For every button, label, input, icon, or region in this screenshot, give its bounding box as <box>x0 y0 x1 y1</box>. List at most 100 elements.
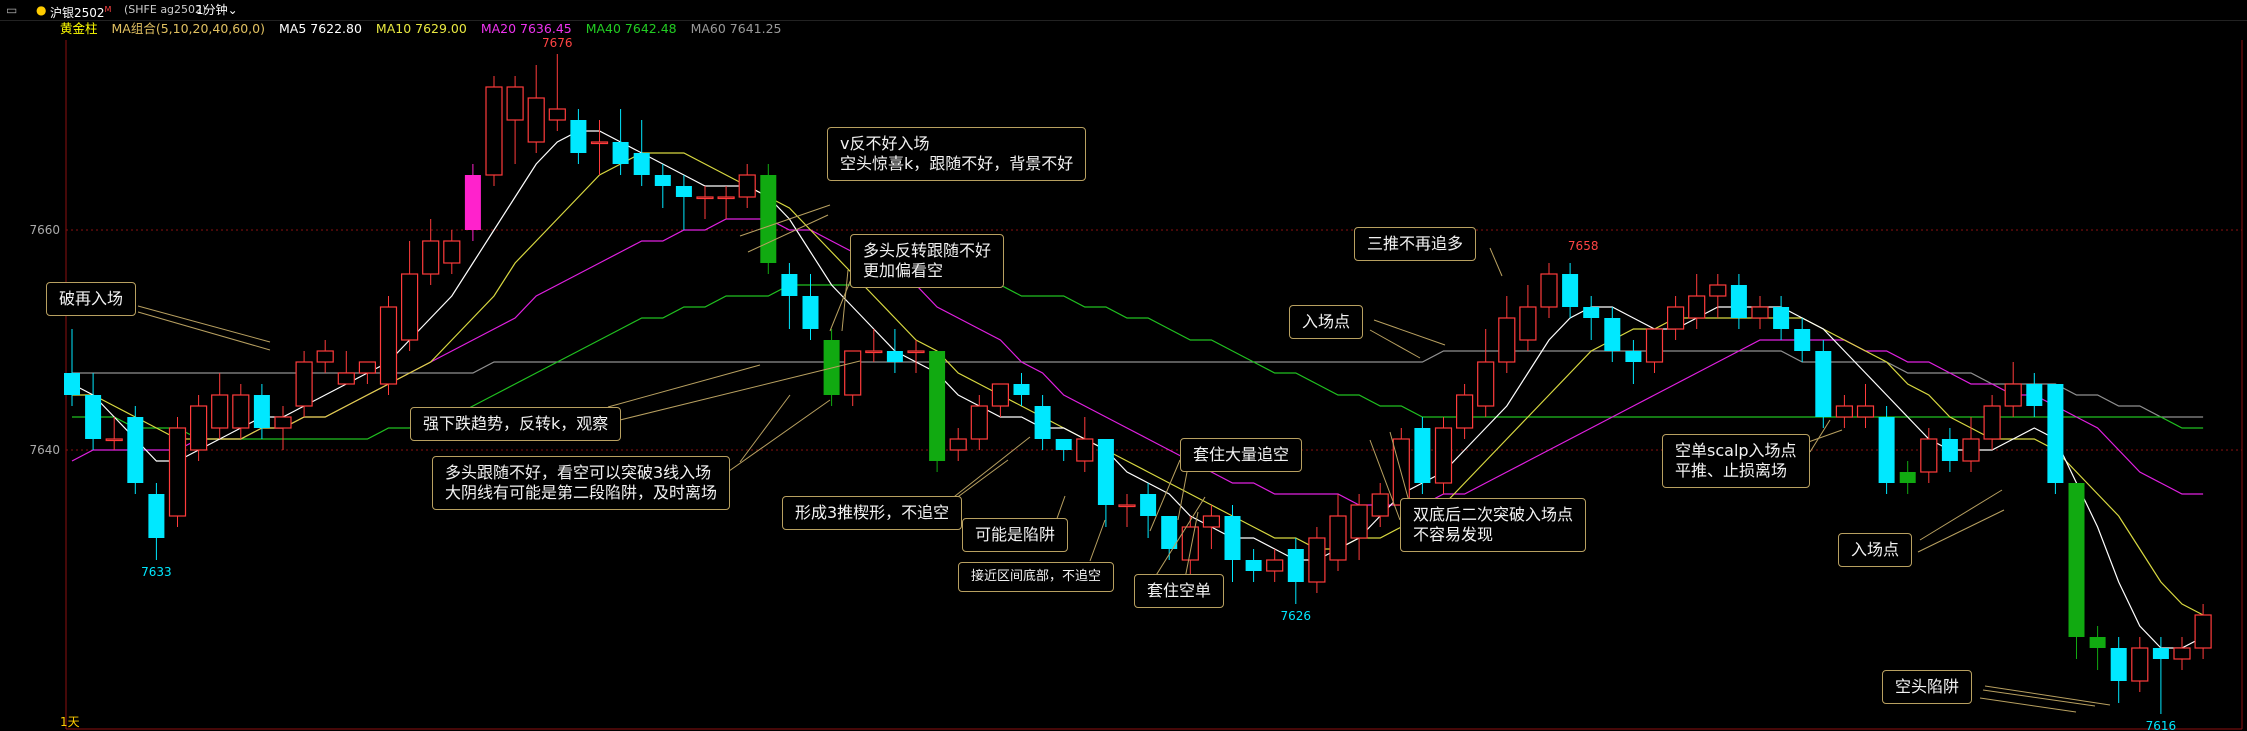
candle-body <box>464 175 481 230</box>
candle <box>422 219 440 285</box>
annotation-leader <box>739 394 791 463</box>
annotation-leader <box>1369 329 1421 359</box>
candle-body <box>1941 439 1958 461</box>
candle <box>1434 417 1453 494</box>
candle-body <box>1455 394 1474 429</box>
annotation-leader <box>1089 519 1106 562</box>
candle-body <box>2089 637 2106 648</box>
annotation-note: 形成3推楔形，不追空 <box>782 496 963 530</box>
annotation-note: 双底后二次突破入场点 不容易发现 <box>1400 498 1587 552</box>
candle <box>844 350 862 406</box>
candle-body <box>1899 472 1916 483</box>
instrument-code: (SHFE ag2502) <box>124 3 207 16</box>
candle <box>991 383 1010 417</box>
candle-body <box>337 372 355 385</box>
candle <box>1899 461 1916 494</box>
period-label: 1天 <box>60 715 80 729</box>
candle <box>2004 362 2022 417</box>
annotation-note: 可能是陷阱 <box>962 518 1069 552</box>
candle <box>1118 494 1136 527</box>
candle <box>1666 296 1685 340</box>
low-price-mark: 7633 <box>141 565 172 579</box>
candle-body <box>1604 318 1621 351</box>
candle <box>1414 417 1431 494</box>
candle-body <box>1709 284 1727 297</box>
candle-body <box>105 438 123 442</box>
candle <box>1540 263 1558 318</box>
candle <box>907 340 925 373</box>
annotation-leader <box>1489 247 1503 277</box>
candle-body <box>2173 647 2191 660</box>
candle-body <box>527 97 545 143</box>
candle-body <box>1983 405 2001 440</box>
annotation-leader <box>619 360 861 421</box>
main-indicator[interactable]: 黄金柱 <box>60 21 98 36</box>
annotation-note: v反不好入场 空头惊喜k，跟随不好，背景不好 <box>827 127 1087 181</box>
candle-body <box>2110 648 2127 681</box>
candle <box>2194 604 2212 659</box>
candle-body <box>886 351 903 362</box>
ma60-value: MA60 7641.25 <box>690 21 782 36</box>
candle-body <box>1815 351 1832 417</box>
candle <box>1287 538 1304 604</box>
candle-body <box>1161 516 1178 549</box>
candle-body <box>274 416 292 429</box>
candle <box>2068 483 2085 659</box>
candle-body <box>1666 306 1685 330</box>
candle-body <box>1224 516 1241 560</box>
moving-average-lines <box>71 130 2204 649</box>
candle-body <box>1140 494 1157 516</box>
candle <box>2131 637 2149 692</box>
candle-body <box>970 405 988 440</box>
candle-body <box>1013 384 1030 395</box>
annotation-leader <box>1984 685 2111 706</box>
candle-body <box>949 438 967 451</box>
candle <box>929 351 946 472</box>
candle <box>696 186 714 219</box>
window-restore-icon[interactable]: ▭ <box>6 3 18 17</box>
ma-group-label[interactable]: MA组合(5,10,20,40,60,0) <box>111 21 266 36</box>
candle-body <box>1498 317 1516 363</box>
candle <box>1055 439 1072 461</box>
candle <box>211 373 229 439</box>
instrument-name[interactable]: 沪银2502M <box>50 5 112 20</box>
high-price-mark: 7658 <box>1568 239 1599 253</box>
annotation-leader <box>1919 489 2003 541</box>
candle-body <box>675 186 692 197</box>
annotation-note: 多头反转跟随不好 更加偏看空 <box>850 234 1005 288</box>
candle <box>675 175 692 230</box>
candle-body <box>2047 384 2064 483</box>
candle <box>1140 483 1157 538</box>
candle <box>1835 395 1854 428</box>
candle-body <box>1645 328 1664 363</box>
candle-body <box>85 395 102 439</box>
candle <box>1794 318 1811 362</box>
ma40-value: MA40 7642.48 <box>585 21 677 36</box>
candle-body <box>1835 405 1854 418</box>
annotation-note: 破再入场 <box>46 282 137 316</box>
candle-body <box>148 494 165 538</box>
candle <box>1076 417 1094 472</box>
candle <box>105 417 123 450</box>
candle-body <box>696 196 714 200</box>
candle <box>570 109 587 164</box>
ma60-line <box>72 350 2204 418</box>
ma5-line <box>71 130 2204 649</box>
candle <box>1815 340 1832 428</box>
annotation-note: 三推不再追多 <box>1354 227 1477 261</box>
candle <box>443 230 461 274</box>
candle-body <box>1794 329 1811 351</box>
period-selector[interactable]: 1分钟⌄ <box>196 3 238 17</box>
candle-body <box>1920 438 1938 473</box>
candle-body <box>991 383 1010 407</box>
candle-body <box>1266 559 1284 572</box>
candle <box>337 351 355 385</box>
candle-body <box>1730 285 1747 318</box>
ma10-line <box>72 152 2204 616</box>
candle-body <box>506 86 524 121</box>
candle <box>2047 384 2064 494</box>
candle-body <box>485 86 503 176</box>
chevron-down-icon[interactable]: ⌄ <box>227 3 238 17</box>
candle <box>253 384 270 439</box>
